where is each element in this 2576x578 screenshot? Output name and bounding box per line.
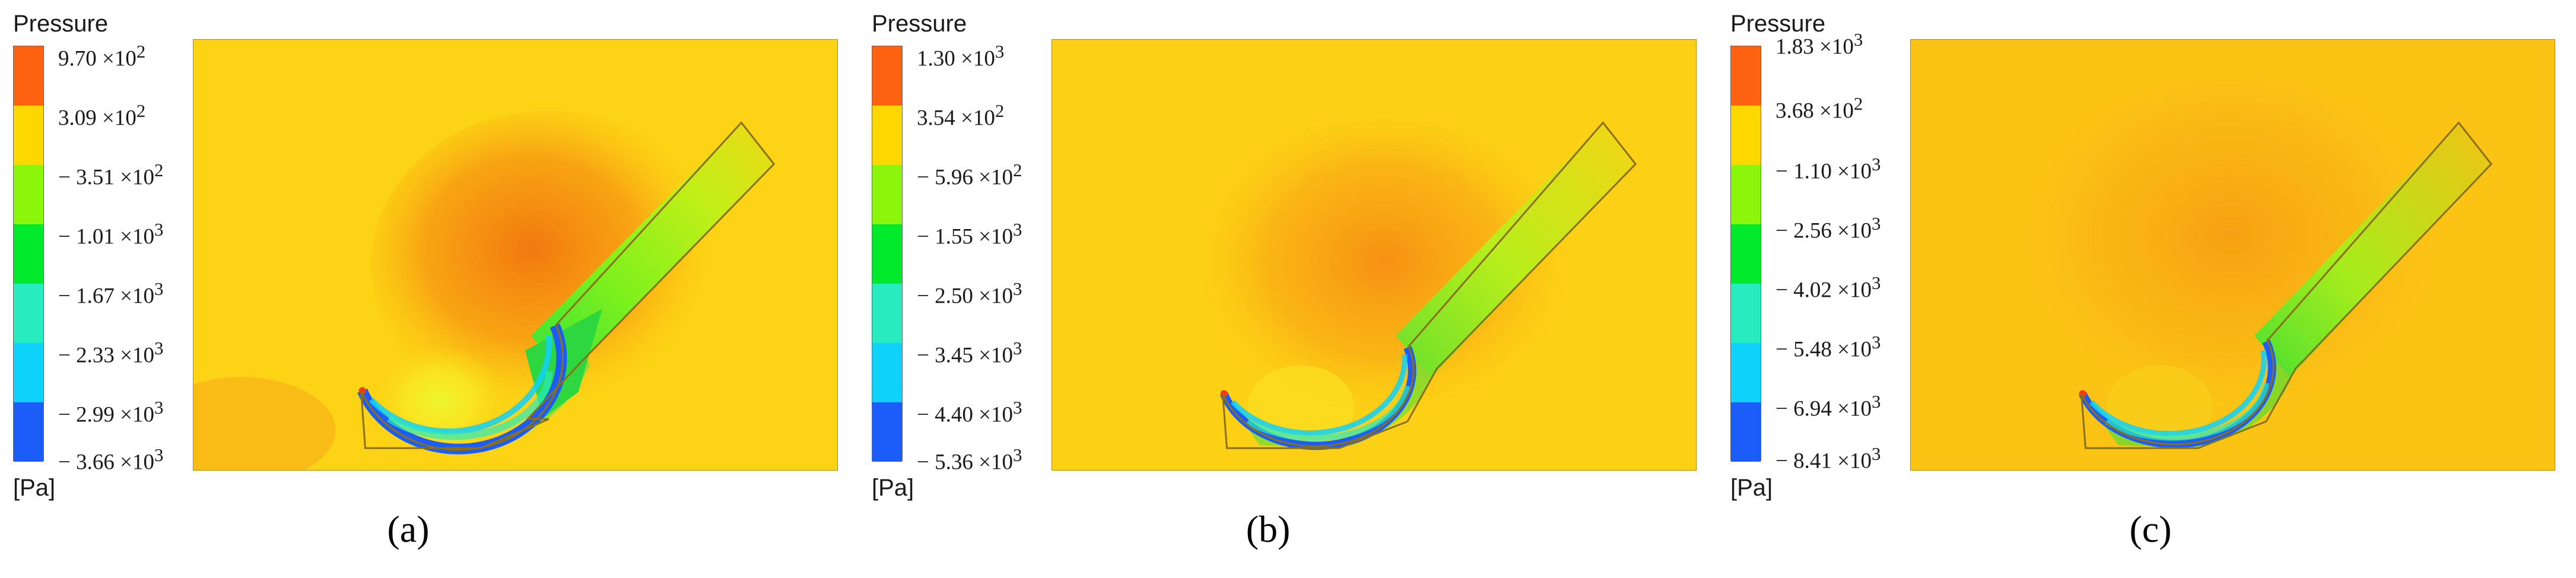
colorbar-label: 3.68 ×102 <box>1775 94 1863 123</box>
colorbar-label: − 1.10 ×103 <box>1775 154 1881 184</box>
outlet-channel-flow <box>531 122 774 377</box>
pressure-field <box>1911 40 2555 470</box>
colorbar-band <box>14 284 43 343</box>
colorbar-label: − 8.41 ×103 <box>1775 444 1881 474</box>
colorbar-band <box>872 284 902 343</box>
pressure-field <box>1052 40 1696 470</box>
panel-caption: (b) <box>1246 508 1291 550</box>
colorbar-band <box>14 343 43 402</box>
colorbar-label: − 5.96 ×102 <box>917 160 1022 190</box>
colorbar-band <box>1731 224 1761 284</box>
colorbar-band <box>1731 46 1761 106</box>
colorbar-label: − 6.94 ×103 <box>1775 392 1881 421</box>
colorbar-band <box>872 402 902 462</box>
colorbar-label: 1.83 ×103 <box>1775 30 1863 59</box>
unit-label: [Pa] <box>13 475 56 501</box>
colorbar-label: − 2.56 ×103 <box>1775 214 1881 243</box>
colorbar-band <box>14 224 43 284</box>
colorbar-label: 9.70 ×102 <box>58 42 146 71</box>
panel-c: Pressure 1.83 ×103 3.68 ×102 − 1.10 ×103… <box>1717 0 2576 578</box>
colorbar-band <box>1731 284 1761 343</box>
colorbar <box>13 46 44 462</box>
colorbar-label: − 3.45 ×103 <box>917 338 1022 368</box>
colorbar-band <box>1731 343 1761 402</box>
high-pressure-region <box>2017 75 2444 431</box>
panel-b: Pressure 1.30 ×103 3.54 ×102 − 5.96 ×102… <box>859 0 1717 578</box>
colorbar <box>1730 46 1761 462</box>
colorbar-band <box>872 343 902 402</box>
panel-caption: (a) <box>387 508 430 550</box>
unit-label: [Pa] <box>872 475 914 501</box>
colorbar-label: − 2.33 ×103 <box>58 338 164 368</box>
colorbar-label: − 1.01 ×103 <box>58 220 164 249</box>
colorbar-label: − 4.02 ×103 <box>1775 273 1881 303</box>
pressure-field <box>193 40 837 470</box>
colorbar <box>872 46 903 462</box>
colorbar-label: 3.54 ×102 <box>917 101 1005 131</box>
colorbar-label: − 3.66 ×103 <box>58 445 164 475</box>
colorbar-label: − 1.67 ×103 <box>58 279 164 309</box>
colorbar-label: − 2.99 ×103 <box>58 398 164 427</box>
pressure-contour-plot <box>1910 39 2555 471</box>
legend-title: Pressure <box>13 11 109 37</box>
pressure-contour-plot <box>193 39 838 471</box>
colorbar-label: − 3.51 ×102 <box>58 160 164 190</box>
colorbar-label: − 5.48 ×103 <box>1775 332 1881 362</box>
colorbar-band <box>1731 106 1761 165</box>
colorbar-label: − 4.40 ×103 <box>917 398 1022 427</box>
colorbar-band <box>872 224 902 284</box>
colorbar-label: 3.09 ×102 <box>58 101 146 131</box>
colorbar-band <box>14 165 43 224</box>
colorbar-label: − 2.50 ×103 <box>917 279 1022 309</box>
colorbar-band <box>14 46 43 106</box>
outlet-channel-flow <box>2254 122 2492 377</box>
colorbar-band <box>1731 165 1761 224</box>
pressure-contour-plot <box>1052 39 1697 471</box>
colorbar-band <box>14 106 43 165</box>
panel-a: Pressure 9.70 ×102 3.09 ×102 − 3.51 ×102… <box>0 0 859 578</box>
panel-caption: (c) <box>2129 508 2172 550</box>
colorbar-band <box>14 402 43 462</box>
colorbar-band <box>872 106 902 165</box>
colorbar-label: − 1.55 ×103 <box>917 220 1022 249</box>
colorbar-label: 1.30 ×103 <box>917 42 1005 71</box>
unit-label: [Pa] <box>1730 475 1773 501</box>
legend-title: Pressure <box>872 11 967 37</box>
outlet-channel-flow <box>1395 122 1636 377</box>
colorbar-band <box>1731 402 1761 462</box>
high-pressure-region <box>371 110 727 419</box>
high-pressure-region <box>1188 116 1580 437</box>
legend-title: Pressure <box>1730 11 1826 37</box>
colorbar-band <box>872 46 902 106</box>
colorbar-band <box>872 165 902 224</box>
colorbar-label: − 5.36 ×103 <box>917 445 1022 475</box>
